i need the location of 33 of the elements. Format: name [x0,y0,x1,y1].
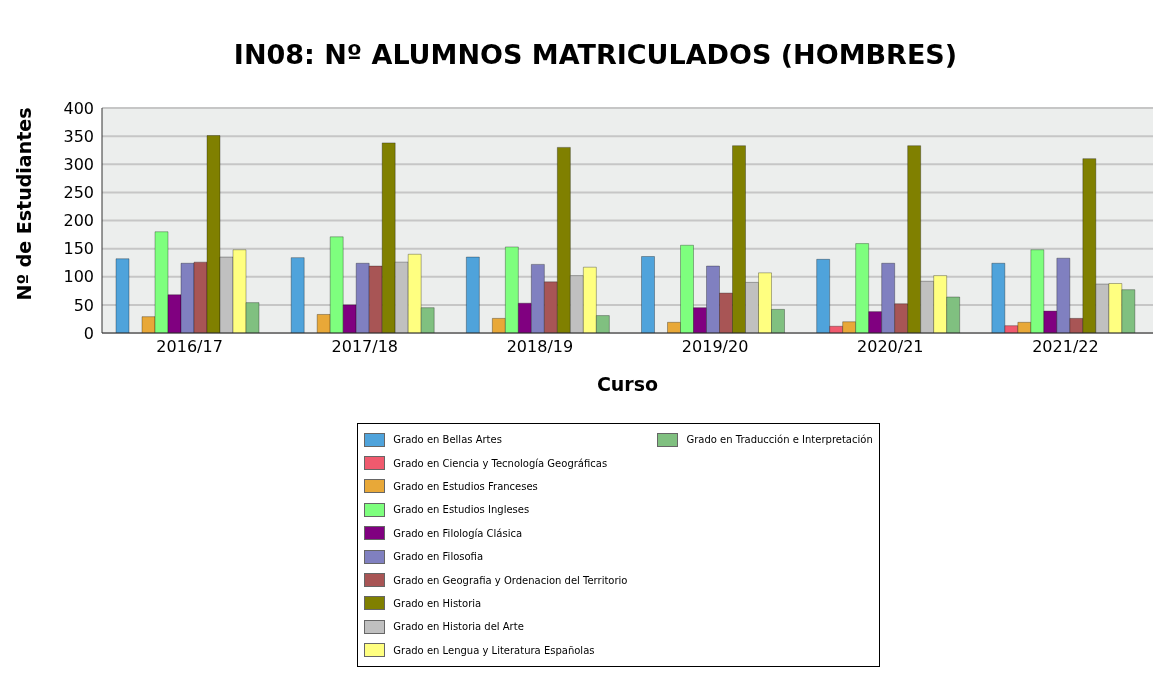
x-tick-label: 2018/19 [506,337,574,357]
y-axis-title: Nº de Estudiantes [12,107,35,301]
y-tick-label: 200 [63,211,94,231]
chart-title: IN08: Nº ALUMNOS MATRICULADOS (HOMBRES) [232,37,959,72]
y-tick-label: 100 [63,267,94,287]
bar [465,256,480,333]
bar [290,257,305,333]
x-tick-label: 2017/18 [331,337,398,357]
legend-label: Grado en Filosofia [393,551,484,563]
legend-label: Grado en Bellas Artes [393,434,502,446]
legend-label: Grado en Historia del Arte [393,621,524,633]
bar [115,258,130,333]
x-tick-label: 2021/22 [1032,337,1099,357]
x-tick-label: 2019/20 [681,337,749,357]
legend-label: Grado en Historia [393,597,482,609]
y-tick-label: 400 [63,98,94,118]
bar [641,256,656,333]
y-tick-label: 0 [83,323,94,343]
y-tick-label: 250 [63,183,94,203]
legend-label: Grado en Ciencia y Tecnología Geográficas [393,457,608,469]
legend-label: Grado en Geografia y Ordenacion del Territorio [393,574,628,586]
legend-label: Grado en Lengua y Literatura Españolas [393,644,595,656]
legend-label: Grado en Traducción e Interpretación [686,434,873,446]
y-tick-label: 150 [63,239,94,259]
legend-label: Grado en Filología Clásica [393,527,523,539]
x-tick-label: 2016/17 [156,337,223,357]
legend-label: Grado en Estudios Ingleses [393,504,530,516]
y-tick-label: 50 [73,295,94,315]
y-tick-label: 350 [63,126,94,146]
y-tick-label: 300 [63,154,94,174]
legend-label: Grado en Estudios Franceses [393,480,538,492]
x-axis-title: Curso [596,373,659,395]
x-tick-label: 2020/21 [857,337,924,357]
